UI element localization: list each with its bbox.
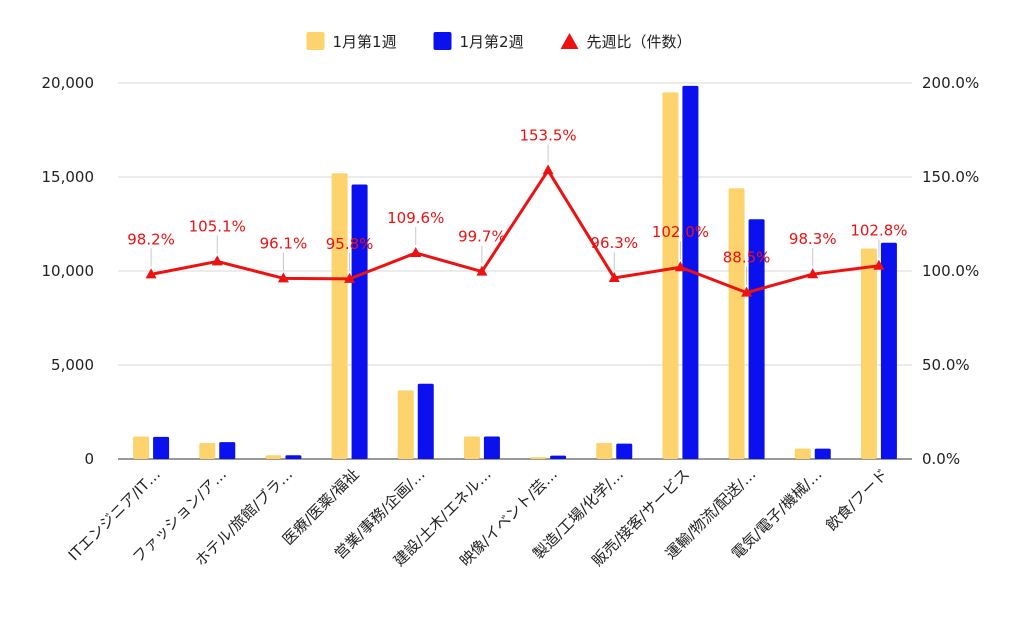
point-marker bbox=[277, 272, 289, 283]
bar bbox=[265, 455, 282, 459]
data-label: 102.0% bbox=[652, 223, 709, 241]
data-label: 102.8% bbox=[850, 222, 907, 240]
bar bbox=[351, 184, 368, 459]
bar bbox=[550, 455, 567, 459]
point-marker bbox=[873, 259, 885, 270]
data-label: 98.3% bbox=[789, 230, 837, 248]
legend-marker bbox=[560, 33, 579, 49]
bar bbox=[331, 173, 348, 460]
data-label: 96.3% bbox=[590, 234, 638, 252]
bar bbox=[530, 457, 547, 459]
bar bbox=[397, 390, 414, 459]
data-label: 88.5% bbox=[723, 249, 771, 267]
ratio-line bbox=[150, 168, 880, 295]
point-marker bbox=[145, 268, 157, 279]
legend-label: 1月第2週 bbox=[460, 33, 524, 51]
right-axis-tick-label: 0.0% bbox=[922, 450, 960, 468]
point-marker bbox=[211, 255, 223, 266]
point-marker bbox=[807, 268, 819, 279]
bar bbox=[219, 442, 236, 459]
category-tick-label: 飲食/フード bbox=[822, 465, 891, 534]
bar bbox=[417, 383, 434, 459]
right-axis-tick-label: 200.0% bbox=[922, 74, 979, 92]
point-marker bbox=[741, 286, 753, 297]
left-axis-tick-label: 20,000 bbox=[42, 74, 95, 92]
legend-swatch bbox=[433, 32, 452, 50]
axes: 0 5,000 10,000 15,000 20,000 0.0% 50.0% 100.0% 1… bbox=[42, 74, 980, 570]
gridlines bbox=[118, 82, 912, 460]
bar bbox=[483, 436, 500, 459]
legend-label: 先週比（件数） bbox=[587, 33, 692, 51]
bar bbox=[616, 443, 633, 459]
data-label: 96.1% bbox=[260, 234, 308, 252]
data-label: 95.8% bbox=[326, 235, 374, 253]
bar bbox=[133, 436, 150, 459]
bar bbox=[860, 248, 877, 459]
right-axis-tick-label: 100.0% bbox=[922, 262, 979, 280]
bar bbox=[748, 219, 765, 459]
legend: 1月第1週 1月第2週 先週比（件数） bbox=[306, 32, 692, 51]
bar bbox=[153, 436, 170, 459]
line-series-group: 98.2% 105.1% 96.1% 95.8% 109.6% 99.7% 153.5% 96… bbox=[127, 126, 908, 297]
data-label: 109.6% bbox=[387, 209, 444, 227]
legend-label: 1月第1週 bbox=[333, 33, 397, 51]
bar bbox=[662, 92, 679, 460]
point-marker bbox=[410, 246, 422, 257]
right-axis-tick-label: 50.0% bbox=[922, 356, 970, 374]
bar bbox=[596, 443, 613, 459]
bar bbox=[814, 448, 831, 459]
bar bbox=[285, 455, 302, 459]
data-label: 105.1% bbox=[189, 217, 246, 235]
legend-swatch bbox=[306, 32, 325, 50]
bar bbox=[880, 242, 897, 459]
point-marker bbox=[542, 164, 554, 175]
point-marker bbox=[344, 272, 356, 283]
point-marker bbox=[608, 271, 620, 282]
bar bbox=[794, 448, 811, 459]
data-label: 98.2% bbox=[127, 230, 175, 248]
bar bbox=[728, 188, 745, 459]
point-marker bbox=[674, 261, 686, 272]
left-axis-tick-label: 15,000 bbox=[42, 168, 95, 186]
bar-series-group bbox=[133, 85, 897, 460]
data-label: 99.7% bbox=[458, 228, 506, 246]
bar bbox=[199, 443, 216, 459]
point-marker bbox=[476, 265, 488, 276]
bar bbox=[463, 436, 480, 459]
left-axis-tick-label: 0 bbox=[84, 450, 94, 468]
left-axis-tick-label: 5,000 bbox=[51, 356, 94, 374]
data-label: 153.5% bbox=[519, 126, 576, 144]
left-axis-tick-label: 10,000 bbox=[42, 262, 95, 280]
right-axis-tick-label: 150.0% bbox=[922, 168, 979, 186]
